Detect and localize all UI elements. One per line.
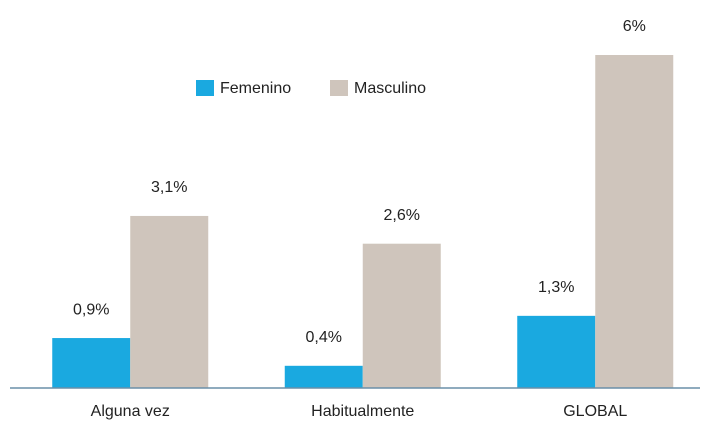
legend-swatch (196, 80, 214, 96)
bar (517, 315, 596, 388)
bar (130, 215, 209, 388)
bar (595, 55, 674, 388)
x-tick-label: GLOBAL (563, 403, 627, 420)
value-label: 0,9% (73, 301, 109, 318)
value-label: 0,4% (306, 329, 342, 346)
value-label: 3,1% (151, 179, 187, 196)
legend-label: Masculino (354, 80, 426, 97)
value-label: 6% (623, 18, 646, 35)
x-tick-label: Alguna vez (91, 403, 170, 420)
value-label: 2,6% (384, 207, 420, 224)
legend-label: Femenino (220, 80, 291, 97)
bar (284, 365, 363, 388)
bar (52, 338, 131, 388)
legend-swatch (330, 80, 348, 96)
x-tick-label: Habitualmente (311, 403, 414, 420)
bar (362, 243, 441, 388)
value-label: 1,3% (538, 279, 574, 296)
